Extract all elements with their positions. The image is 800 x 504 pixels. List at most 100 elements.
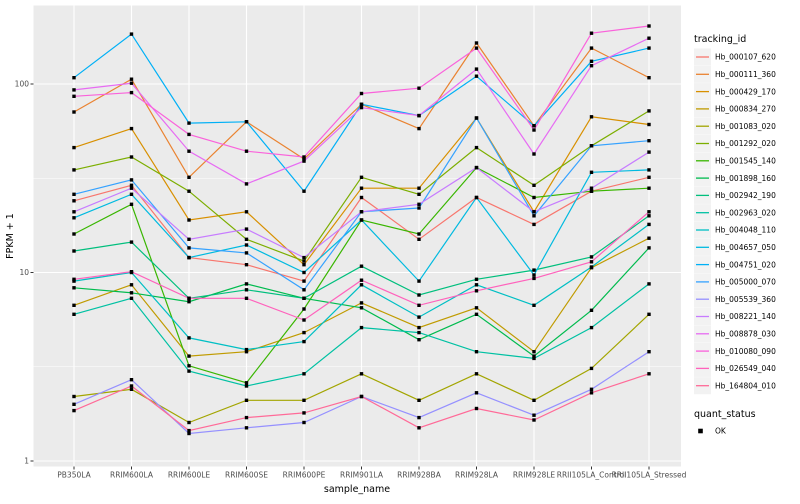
data-point [647, 312, 651, 316]
data-point [302, 270, 306, 275]
data-point [302, 155, 306, 159]
legend-key-label: Hb_164804_010 [715, 381, 776, 390]
data-point [647, 186, 651, 190]
data-point [474, 406, 479, 411]
legend-key: Hb_002942_190 [694, 186, 776, 204]
data-point [244, 288, 249, 292]
x-axis-tick-label: RRIM600LA [110, 471, 154, 480]
legend-key-label: Hb_002963_020 [715, 208, 776, 217]
data-point [532, 398, 536, 402]
data-point [72, 88, 76, 92]
data-point [187, 189, 191, 193]
data-point [187, 431, 191, 436]
legend-key-label: Hb_004751_020 [715, 260, 776, 269]
data-point [647, 350, 651, 354]
data-point [244, 227, 249, 231]
data-point [187, 336, 191, 340]
legend-key: Hb_001545_140 [694, 152, 776, 170]
data-point [532, 195, 536, 200]
data-point [129, 32, 134, 36]
data-point [302, 330, 306, 335]
legend-key: Hb_004751_020 [694, 256, 776, 274]
data-point [129, 126, 134, 131]
data-point [647, 76, 651, 80]
data-point [417, 86, 421, 90]
data-point [589, 265, 594, 269]
data-point [589, 387, 594, 391]
legend-key-label: Hb_000834_270 [715, 105, 776, 114]
data-point [474, 350, 479, 354]
data-point [187, 175, 191, 179]
data-point [129, 192, 134, 196]
legend-key: Hb_000834_270 [694, 100, 776, 118]
legend-key-label: Hb_001898_160 [715, 174, 776, 183]
data-point [129, 283, 134, 287]
data-point [589, 391, 594, 395]
y-axis-tick-label: 100 [15, 80, 30, 89]
data-point [474, 145, 479, 150]
data-point [72, 279, 76, 283]
data-point [72, 168, 76, 172]
data-point [417, 237, 421, 241]
data-point [359, 264, 364, 268]
data-point [72, 402, 76, 406]
data-point [532, 214, 536, 218]
y-axis-tick-label: 1 [24, 457, 29, 466]
data-point [417, 206, 421, 210]
legend-key: Hb_001083_020 [694, 117, 776, 135]
data-point [129, 186, 134, 190]
y-axis-title: FPKM + 1 [5, 213, 16, 259]
legend-key: Hb_010080_090 [694, 342, 776, 360]
data-point [359, 301, 364, 305]
data-point [244, 237, 249, 241]
data-point [417, 330, 421, 335]
legend-key-label: Hb_000429_170 [715, 87, 776, 96]
data-point [532, 222, 536, 227]
data-point [474, 372, 479, 376]
data-point [72, 286, 76, 290]
data-point [72, 94, 76, 98]
data-point [302, 339, 306, 344]
data-point [647, 214, 651, 218]
legend-key-label: Hb_001292_020 [715, 139, 776, 148]
data-point [129, 90, 134, 95]
data-point [474, 277, 479, 281]
data-point [187, 218, 191, 222]
legend-key: Hb_008221_140 [694, 308, 776, 325]
legend-key: Hb_001898_160 [694, 169, 776, 187]
data-point [647, 246, 651, 250]
data-point [359, 210, 364, 214]
legend-key: Hb_005539_360 [694, 290, 776, 308]
data-point [359, 91, 364, 96]
data-point [589, 255, 594, 259]
data-point [129, 81, 134, 85]
data-point [647, 139, 651, 143]
data-point [474, 391, 479, 395]
data-point [187, 296, 191, 300]
data-point [187, 364, 191, 368]
data-point [417, 293, 421, 297]
data-point [647, 150, 651, 154]
data-point [72, 312, 76, 316]
data-point [187, 121, 191, 125]
legend-key-label: Hb_000107_620 [715, 53, 776, 62]
data-point [244, 263, 249, 267]
data-point [244, 182, 249, 186]
data-point [72, 192, 76, 196]
legend-key: Hb_026549_040 [694, 359, 776, 377]
data-point [647, 168, 651, 172]
data-point [417, 315, 421, 319]
data-point [302, 398, 306, 402]
data-point [72, 145, 76, 150]
x-axis-tick-label: RRIM928BA [397, 471, 442, 480]
data-point [589, 325, 594, 330]
data-point [474, 46, 479, 50]
data-point [302, 307, 306, 311]
data-point [647, 282, 651, 286]
data-point [589, 115, 594, 119]
data-point [589, 189, 594, 193]
data-point [532, 354, 536, 358]
data-point [302, 296, 306, 300]
data-point [474, 289, 479, 293]
